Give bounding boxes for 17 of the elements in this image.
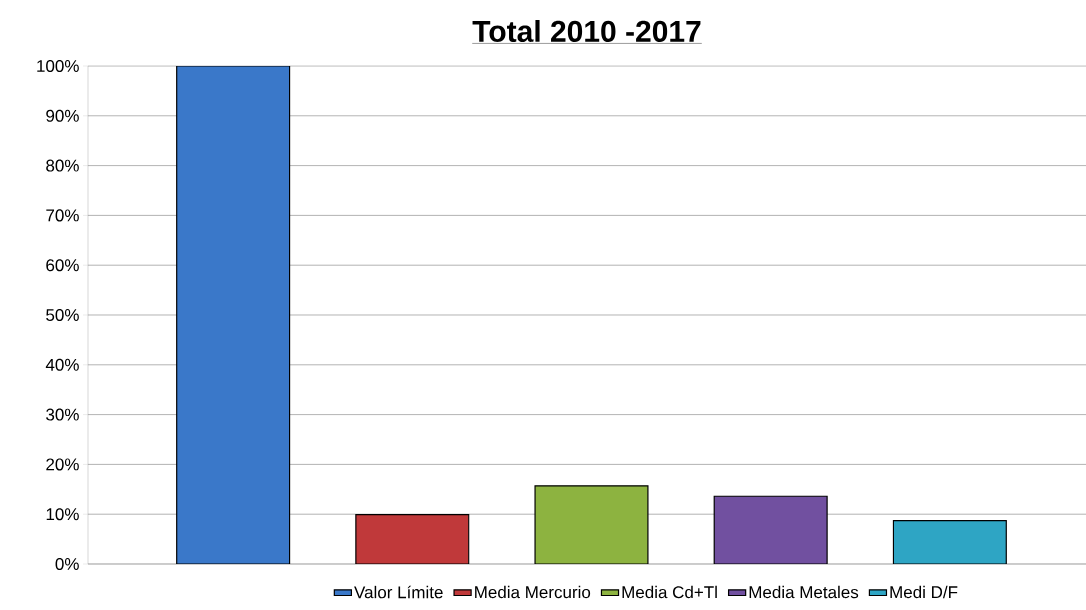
y-tick-label: 100%	[37, 59, 79, 73]
legend-label: Valor Límite	[354, 585, 443, 599]
legend-label: Medi D/F	[890, 585, 958, 599]
y-tick-label: 10%	[46, 508, 79, 521]
legend-label: Media Cd+Tl	[622, 585, 717, 599]
y-tick-label: 20%	[46, 458, 79, 471]
y-tick-label: 0%	[55, 557, 79, 571]
y-tick-label: 50%	[46, 308, 79, 322]
chart-title: Total 2010 -2017	[472, 19, 701, 43]
legend-label: Media Mercurio	[475, 585, 591, 599]
y-tick-label: 30%	[46, 408, 79, 421]
y-tick-label: 40%	[45, 358, 79, 371]
y-tick-label: 80%	[46, 159, 79, 172]
y-tick-label: 90%	[46, 109, 79, 122]
y-tick-label: 60%	[46, 259, 79, 272]
y-tick-label: 70%	[46, 209, 79, 222]
legend-label: Media Metales	[749, 585, 859, 599]
